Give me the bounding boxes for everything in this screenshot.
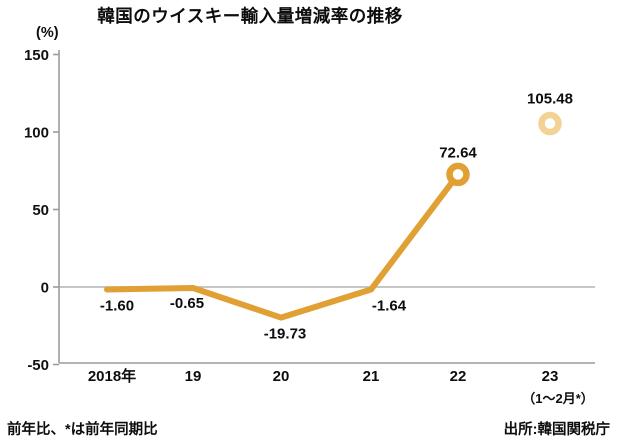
x-tick-label: 2018年 [88,367,136,385]
data-label: -1.64 [372,298,407,315]
y-tick-label: -50 [27,357,49,374]
data-marker-provisional [538,111,562,136]
x-tick-label: 22 [450,368,467,385]
data-label: -0.65 [170,295,204,312]
x-tick-label: 21 [363,368,380,385]
data-label: 105.48 [527,91,573,108]
chart-title: 韓国のウイスキー輸入量増減率の推移 [97,6,403,26]
footnote: 前年比、*は前年同期比 [7,422,158,438]
x-tick-label: 19 [185,368,202,385]
data-marker [446,162,470,187]
y-tick-label: 50 [32,202,49,219]
source-label: 出所:韓国関税庁 [503,422,610,438]
y-tick-label: 150 [24,47,49,64]
y-tick-label: 0 [41,280,49,297]
trend-line [104,171,461,321]
x-sub-label: （1～2月*） [522,391,594,406]
data-label: 72.64 [439,144,477,161]
x-tick-label: 23 [542,368,559,385]
data-label: -1.60 [100,297,134,314]
data-label: -19.73 [264,326,307,343]
y-axis-unit-label: (%) [36,25,59,41]
x-tick-label: 20 [273,368,290,385]
y-tick-label: 100 [24,125,49,142]
